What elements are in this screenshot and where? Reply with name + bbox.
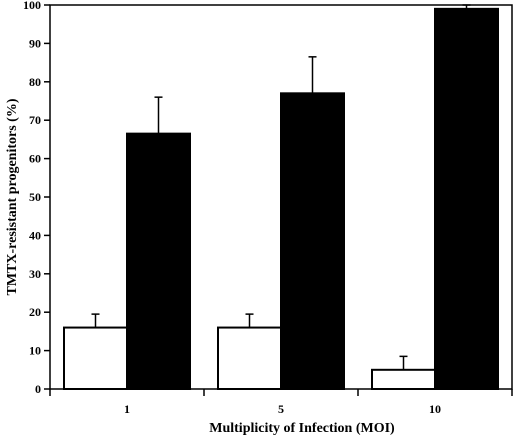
x-tick-label: 1: [124, 402, 130, 416]
y-tick-label: 40: [29, 228, 41, 242]
x-axis-title: Multiplicity of Infection (MOI): [209, 421, 395, 436]
bar: [63, 326, 128, 390]
y-tick-label: 60: [29, 152, 41, 166]
bar: [371, 368, 436, 390]
x-tick-label: 5: [278, 402, 284, 416]
bar: [280, 92, 345, 390]
y-tick-label: 0: [35, 382, 41, 396]
y-tick-label: 70: [29, 113, 41, 127]
bar: [126, 132, 191, 390]
bar: [434, 7, 499, 391]
bar: [217, 326, 282, 390]
y-tick-label: 90: [29, 36, 41, 50]
y-tick-label: 100: [23, 0, 41, 12]
y-tick-label: 50: [29, 190, 41, 204]
y-tick-label: 80: [29, 75, 41, 89]
y-tick-label: 30: [29, 267, 41, 281]
y-tick-label: 20: [29, 305, 41, 319]
y-tick-label: 10: [29, 344, 41, 358]
axes: 0 10 20 30 40 50 60 70 80 90 100 1 5 10: [23, 0, 513, 416]
y-axis-title: TMTX-resistant progenitors (%): [5, 98, 20, 295]
plot-area: [63, 4, 499, 391]
x-tick-label: 10: [429, 402, 441, 416]
